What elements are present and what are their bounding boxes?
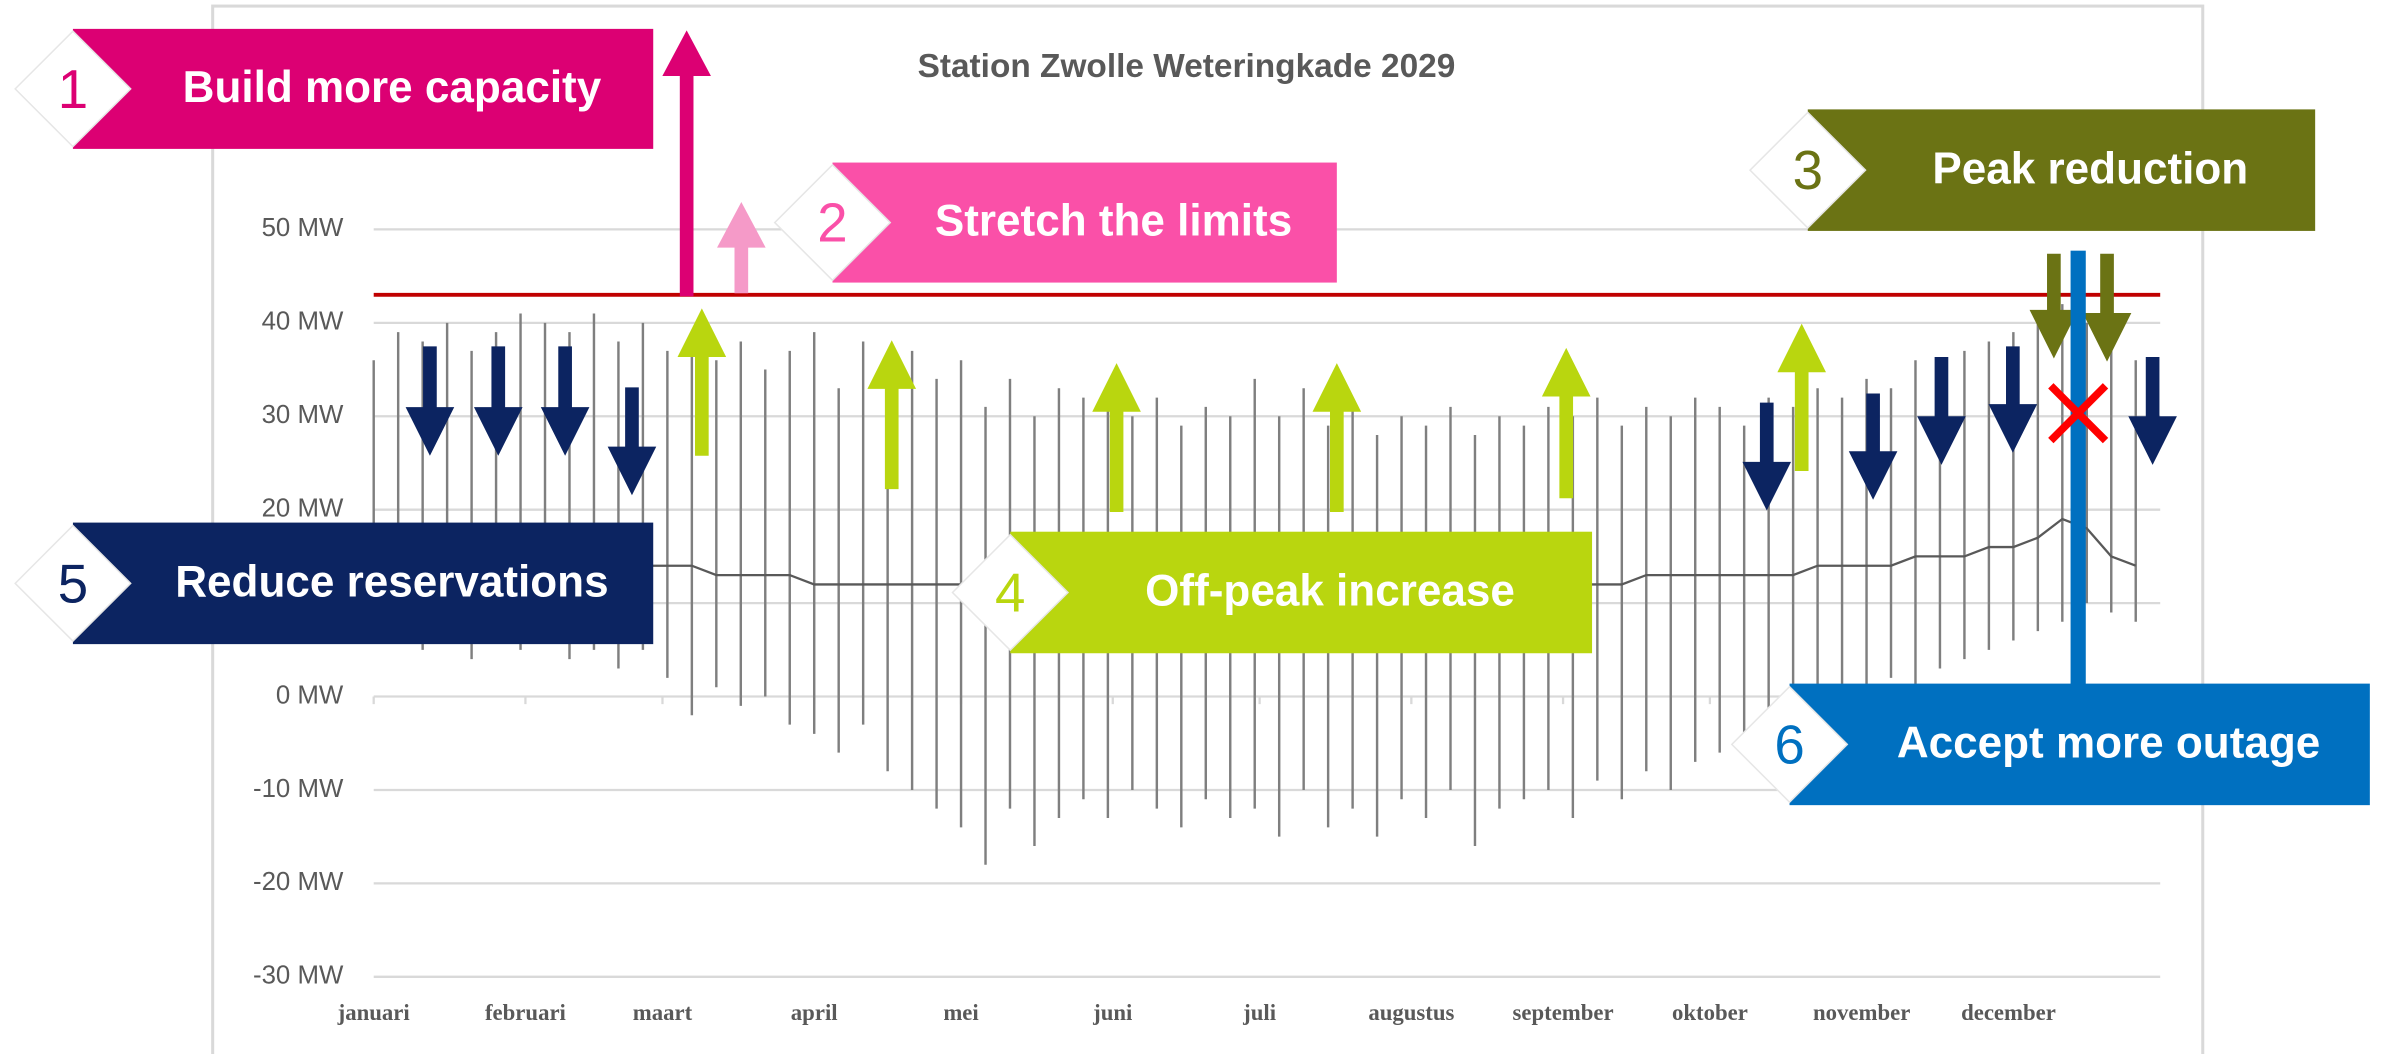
outage-line [2070, 250, 2086, 707]
callout-diamond [1730, 685, 1849, 804]
arrow-up [677, 308, 727, 456]
arrow-down [607, 387, 657, 496]
x-tick-label: november [1813, 1000, 1910, 1025]
y-tick-label: 20 MW [262, 495, 344, 523]
x-tick-label: december [1961, 1000, 2056, 1025]
y-tick-label: -30 MW [253, 962, 344, 990]
callout-diamond [951, 533, 1070, 652]
x-tick-label: maart [633, 1000, 693, 1025]
arrow-down [2128, 357, 2177, 465]
callout-label: Accept more outage [1897, 719, 2320, 768]
y-tick-label: 40 MW [262, 308, 344, 336]
x-tick-label: januari [337, 1000, 410, 1025]
y-tick-label: -20 MW [253, 868, 344, 896]
callout-diamond [773, 163, 892, 282]
arrow-up [1777, 323, 1826, 471]
x-tick-label: oktober [1672, 1000, 1748, 1025]
arrow-up [717, 202, 766, 294]
y-tick-label: 0 MW [276, 681, 344, 709]
callout-diamond [1748, 111, 1867, 229]
callout-number: 6 [1774, 713, 1804, 775]
callout-number: 1 [58, 58, 88, 120]
arrow-down [2029, 253, 2079, 359]
x-tick-label: september [1512, 1000, 1613, 1025]
callout-label: Reduce reservations [175, 558, 608, 607]
callout-label: Build more capacity [183, 63, 602, 112]
arrow-down [540, 346, 590, 456]
callout-box [1789, 683, 2370, 806]
arrow-down [1917, 357, 1966, 465]
callout-label: Peak reduction [1932, 144, 2248, 193]
callout-number: 5 [58, 552, 88, 614]
chart-title: Station Zwolle Weteringkade 2029 [918, 48, 1456, 85]
y-tick-label: -10 MW [253, 775, 344, 803]
arrow-down [405, 346, 455, 456]
arrow-down [2082, 253, 2132, 362]
callout-box [72, 522, 654, 645]
callout-number: 2 [817, 192, 847, 254]
y-tick-label: 30 MW [262, 401, 344, 429]
arrow-down [1742, 402, 1792, 511]
callout-number: 3 [1793, 139, 1823, 201]
x-tick-label: februari [485, 1000, 566, 1025]
arrow-up [662, 30, 711, 297]
callout-box [1010, 531, 1593, 654]
arrow-down [1988, 346, 2038, 453]
arrow-up [1541, 347, 1591, 499]
callout-label: Stretch the limits [935, 197, 1292, 246]
callout-box [1807, 109, 2316, 231]
callout-box [72, 28, 654, 149]
x-tick-label: juni [1092, 1000, 1132, 1025]
arrow-up [1092, 363, 1141, 512]
callout-box [832, 162, 1337, 283]
x-tick-label: april [791, 1000, 838, 1025]
x-tick-label: juli [1242, 1000, 1276, 1025]
arrow-down [473, 346, 523, 456]
y-tick-label: 50 MW [262, 214, 344, 242]
callout-diamond [14, 524, 132, 643]
arrow-up [1312, 363, 1362, 512]
x-tick-label: augustus [1368, 1000, 1454, 1025]
callout-diamond [14, 30, 132, 148]
arrow-down [1848, 393, 1898, 500]
callout-label: Off-peak increase [1145, 567, 1515, 616]
callout-number: 4 [995, 561, 1025, 623]
cross-mark [2048, 383, 2109, 444]
arrow-up [867, 340, 917, 490]
annotations: 1 Build more capacity 2 Stretch the limits 3… [14, 28, 2370, 806]
x-tick-label: mei [943, 1000, 978, 1025]
